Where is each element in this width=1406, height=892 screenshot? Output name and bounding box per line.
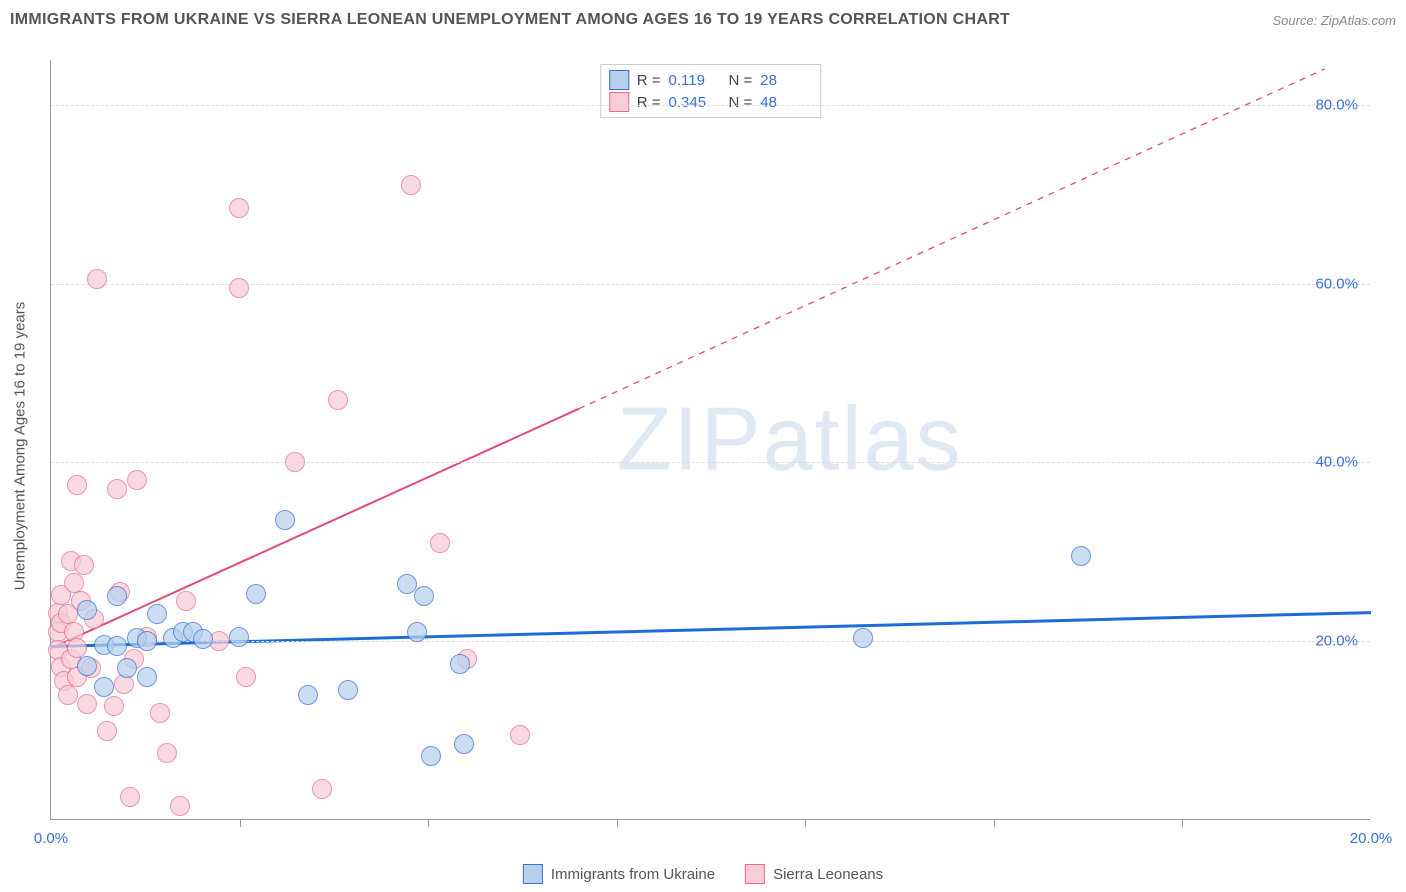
x-tick: [240, 819, 241, 827]
y-tick-label: 80.0%: [1315, 96, 1358, 113]
y-axis-label: Unemployment Among Ages 16 to 19 years: [12, 302, 29, 591]
data-point-blue: [407, 622, 427, 642]
grid-line: [51, 641, 1370, 642]
data-point-pink: [120, 787, 140, 807]
data-point-blue: [450, 654, 470, 674]
data-point-blue: [77, 656, 97, 676]
scatter-plot-area: ZIPatlas R =0.119N =28R =0.345N =48 20.0…: [50, 60, 1370, 820]
data-point-blue: [193, 629, 213, 649]
data-point-pink: [97, 721, 117, 741]
data-point-pink: [285, 452, 305, 472]
data-point-blue: [421, 746, 441, 766]
legend-swatch: [745, 864, 765, 884]
data-point-blue: [137, 631, 157, 651]
grid-line: [51, 284, 1370, 285]
y-tick-label: 20.0%: [1315, 633, 1358, 650]
data-point-pink: [170, 796, 190, 816]
data-point-blue: [107, 586, 127, 606]
x-tick: [994, 819, 995, 827]
data-point-pink: [104, 696, 124, 716]
legend-swatch: [609, 70, 629, 90]
data-point-blue: [853, 628, 873, 648]
data-point-blue: [147, 604, 167, 624]
data-point-blue: [1071, 546, 1091, 566]
data-point-blue: [137, 667, 157, 687]
grid-line: [51, 462, 1370, 463]
source-attribution: Source: ZipAtlas.com: [1272, 13, 1396, 28]
data-point-pink: [510, 725, 530, 745]
data-point-pink: [176, 591, 196, 611]
x-tick: [428, 819, 429, 827]
data-point-pink: [157, 743, 177, 763]
data-point-blue: [94, 677, 114, 697]
data-point-pink: [77, 694, 97, 714]
x-tick-label: 20.0%: [1350, 830, 1393, 847]
data-point-blue: [454, 734, 474, 754]
correlation-legend: R =0.119N =28R =0.345N =48: [600, 64, 822, 118]
data-point-pink: [401, 175, 421, 195]
data-point-blue: [107, 636, 127, 656]
data-point-pink: [150, 703, 170, 723]
data-point-pink: [229, 278, 249, 298]
data-point-pink: [312, 779, 332, 799]
data-point-pink: [236, 667, 256, 687]
legend-swatch: [523, 864, 543, 884]
data-point-pink: [67, 638, 87, 658]
data-point-blue: [275, 510, 295, 530]
data-point-blue: [298, 685, 318, 705]
data-point-blue: [338, 680, 358, 700]
x-tick: [805, 819, 806, 827]
chart-title: IMMIGRANTS FROM UKRAINE VS SIERRA LEONEA…: [10, 11, 1010, 29]
legend-label: Immigrants from Ukraine: [551, 866, 715, 883]
data-point-pink: [107, 479, 127, 499]
data-point-pink: [87, 269, 107, 289]
x-tick: [617, 819, 618, 827]
legend-item: Sierra Leoneans: [745, 864, 883, 884]
series-legend: Immigrants from Ukraine Sierra Leoneans: [523, 864, 883, 884]
legend-label: Sierra Leoneans: [773, 866, 883, 883]
legend-row: R =0.345N =48: [609, 91, 813, 113]
data-point-blue: [77, 600, 97, 620]
data-point-pink: [74, 555, 94, 575]
data-point-pink: [127, 470, 147, 490]
data-point-pink: [328, 390, 348, 410]
data-point-blue: [229, 627, 249, 647]
y-tick-label: 40.0%: [1315, 454, 1358, 471]
data-point-pink: [67, 475, 87, 495]
legend-swatch: [609, 92, 629, 112]
data-point-blue: [246, 584, 266, 604]
x-tick-label: 0.0%: [34, 830, 68, 847]
grid-line: [51, 105, 1370, 106]
data-point-blue: [414, 586, 434, 606]
data-point-pink: [430, 533, 450, 553]
x-tick: [1182, 819, 1183, 827]
y-tick-label: 60.0%: [1315, 275, 1358, 292]
legend-row: R =0.119N =28: [609, 69, 813, 91]
data-point-blue: [117, 658, 137, 678]
trend-lines-svg: [51, 60, 1371, 820]
data-point-pink: [58, 685, 78, 705]
data-point-pink: [229, 198, 249, 218]
legend-item: Immigrants from Ukraine: [523, 864, 715, 884]
